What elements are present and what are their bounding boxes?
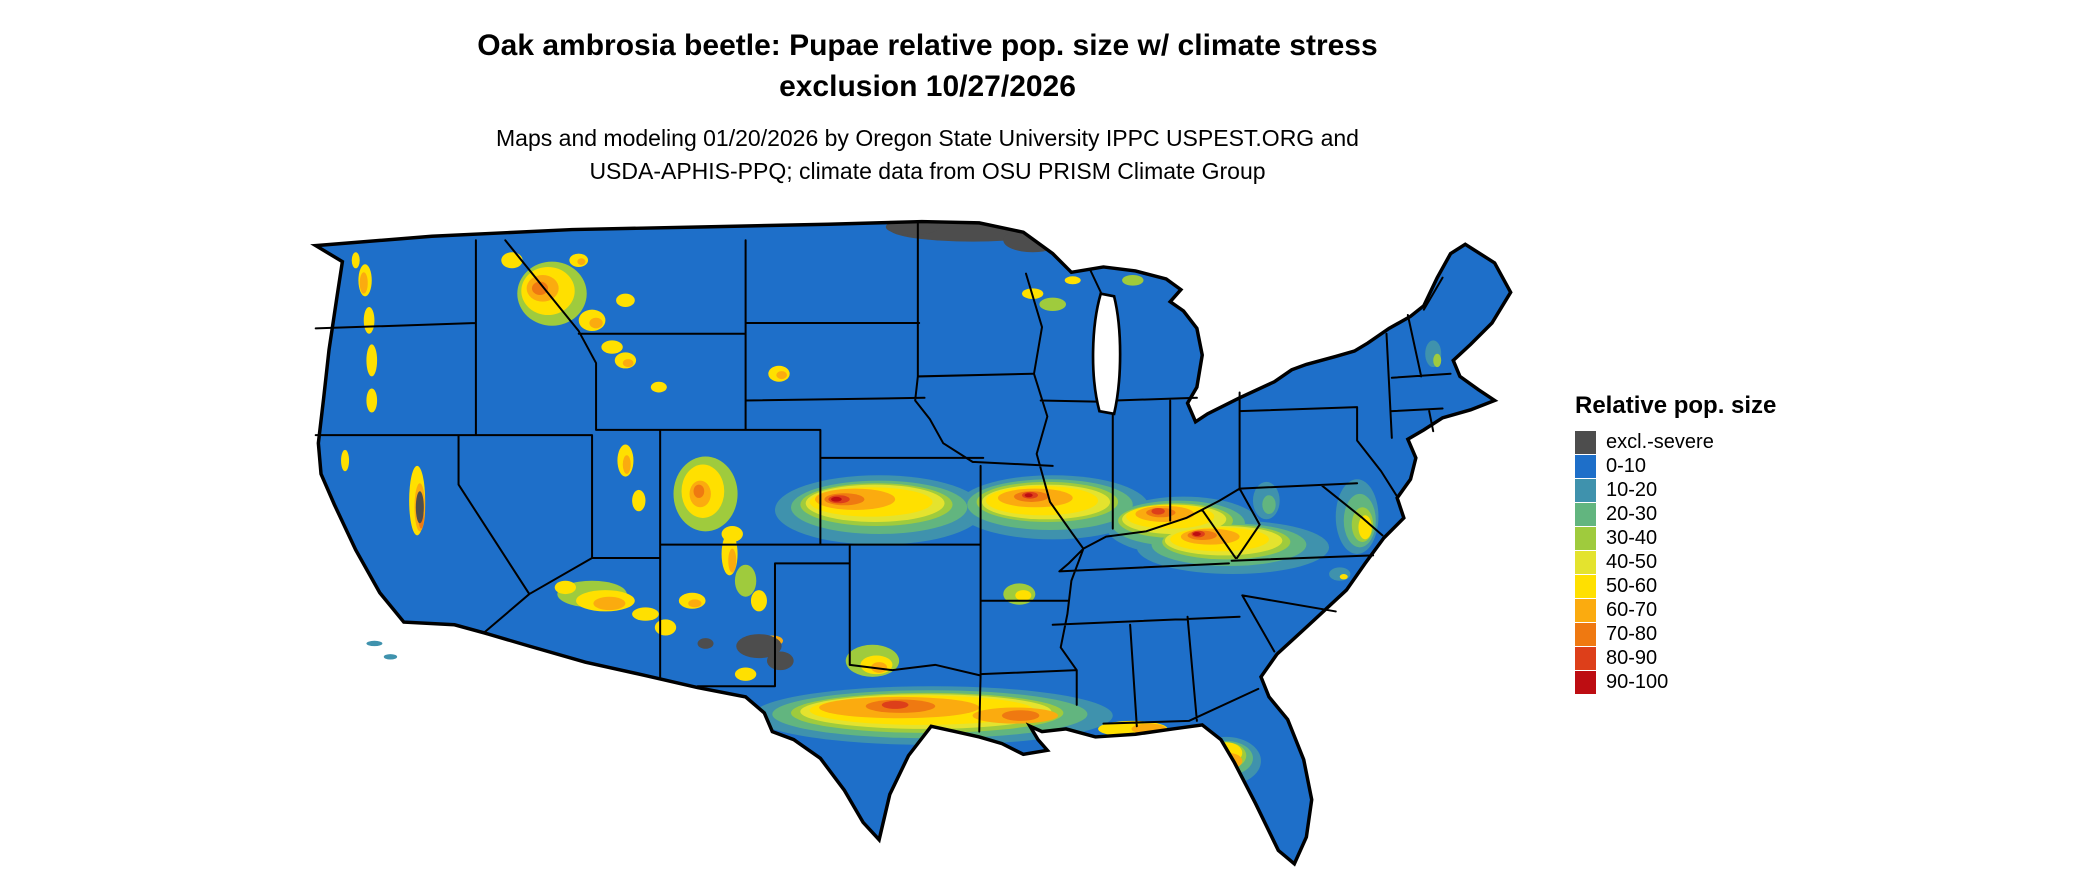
channel-islands <box>366 640 398 660</box>
risk-raster-layer <box>341 221 1442 785</box>
legend-label: 30-40 <box>1606 526 1658 549</box>
legend-label: 90-100 <box>1606 670 1669 693</box>
map-title-line-1: Oak ambrosia beetle: Pupae relative pop.… <box>477 29 1378 62</box>
legend-label: 10-20 <box>1606 478 1658 501</box>
legend-swatch <box>1575 430 1596 454</box>
legend-item-10-20: 10-20 <box>1575 478 1875 502</box>
map-title: Oak ambrosia beetle: Pupae relative pop.… <box>0 26 1855 107</box>
legend-swatch <box>1575 646 1596 670</box>
legend-swatch <box>1575 670 1596 694</box>
map-subtitle: Maps and modeling 01/20/2026 by Oregon S… <box>0 122 1855 189</box>
legend-item-30-40: 30-40 <box>1575 526 1875 550</box>
legend-item-60-70: 60-70 <box>1575 598 1875 622</box>
legend-item-20-30: 20-30 <box>1575 502 1875 526</box>
legend: Relative pop. size excl.-severe 0-10 10-20… <box>1575 392 1875 694</box>
legend-swatch <box>1575 478 1596 502</box>
legend-label: 80-90 <box>1606 646 1658 669</box>
lake-michigan <box>1091 292 1122 416</box>
legend-item-70-80: 70-80 <box>1575 622 1875 646</box>
legend-swatch <box>1575 622 1596 646</box>
legend-label: 0-10 <box>1606 454 1647 477</box>
us-map-svg <box>313 219 1513 866</box>
legend-item-0-10: 0-10 <box>1575 454 1875 478</box>
legend-swatch <box>1575 550 1596 574</box>
legend-item-80-90: 80-90 <box>1575 646 1875 670</box>
legend-label: 50-60 <box>1606 574 1658 597</box>
legend-swatch <box>1575 598 1596 622</box>
legend-label: excl.-severe <box>1606 430 1714 453</box>
legend-swatch <box>1575 526 1596 550</box>
legend-label: 60-70 <box>1606 598 1658 621</box>
legend-items: excl.-severe 0-10 10-20 20-30 30-40 40-50 50-6… <box>1575 430 1875 694</box>
legend-item-40-50: 40-50 <box>1575 550 1875 574</box>
legend-item-50-60: 50-60 <box>1575 574 1875 598</box>
us-choropleth-map <box>305 200 1520 888</box>
map-subtitle-line-1: Maps and modeling 01/20/2026 by Oregon S… <box>496 125 1359 151</box>
legend-swatch <box>1575 502 1596 526</box>
legend-title: Relative pop. size <box>1575 392 1777 419</box>
risk-band-90-100 <box>831 493 1201 536</box>
legend-swatch <box>1575 454 1596 478</box>
legend-label: 40-50 <box>1606 550 1658 573</box>
map-subtitle-line-2: USDA-APHIS-PPQ; climate data from OSU PR… <box>589 158 1266 185</box>
legend-label: 70-80 <box>1606 622 1658 645</box>
legend-label: 20-30 <box>1606 502 1658 525</box>
map-title-line-2: exclusion 10/27/2026 <box>779 69 1076 103</box>
legend-item-90-100: 90-100 <box>1575 670 1875 694</box>
legend-swatch <box>1575 574 1596 598</box>
legend-item-excl.-severe: excl.-severe <box>1575 430 1875 454</box>
state-borders <box>314 221 1452 733</box>
